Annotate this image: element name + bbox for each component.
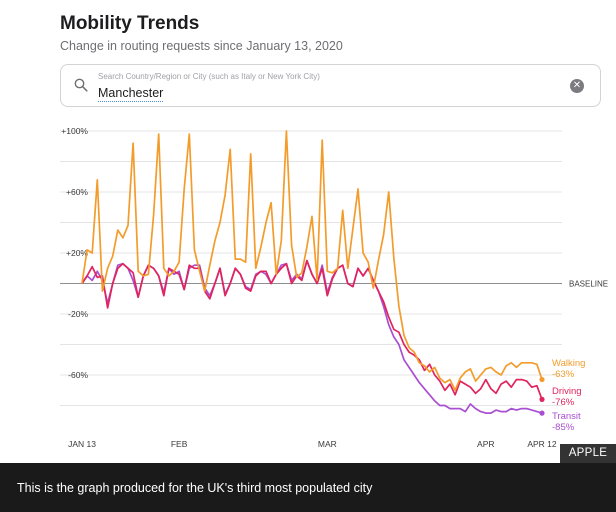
y-tick-label: -20%: [68, 309, 88, 319]
chart-subtitle: Change in routing requests since January…: [60, 39, 343, 53]
credit-label: APPLE: [560, 444, 616, 463]
series-line-driving: [81, 259, 543, 400]
y-tick-label: +20%: [66, 248, 88, 258]
series-value-walking: -63%: [552, 369, 575, 380]
search-placeholder: Search Country/Region or City (such as I…: [98, 72, 320, 81]
search-input[interactable]: Manchester: [98, 86, 164, 102]
search-box[interactable]: Search Country/Region or City (such as I…: [60, 64, 601, 107]
x-tick-label: JAN 13: [68, 439, 96, 449]
caption-bar: This is the graph produced for the UK's …: [0, 463, 616, 512]
clear-icon[interactable]: ✕: [570, 79, 584, 93]
series-endpoint-walking: [539, 376, 545, 383]
series-value-driving: -76%: [552, 397, 575, 408]
series-label-driving: Driving: [552, 386, 582, 397]
x-tick-label: FEB: [171, 439, 188, 449]
series-label-transit: Transit: [552, 411, 581, 422]
series-endpoint-transit: [539, 410, 545, 416]
search-icon: [74, 78, 88, 92]
caption-text: This is the graph produced for the UK's …: [17, 481, 373, 495]
x-tick-label: APR 12: [527, 439, 557, 449]
series-endpoint-driving: [539, 396, 545, 402]
y-tick-label: +60%: [66, 187, 88, 197]
series-label-walking: Walking: [552, 358, 585, 369]
series-line-walking: [81, 130, 543, 392]
series-value-transit: -85%: [552, 422, 575, 433]
mobility-chart: +100% +60% +20% -20% -60% BASELINE JAN 13 FEB MA…: [60, 126, 608, 449]
y-tick-label: -60%: [68, 370, 88, 380]
x-tick-label: MAR: [318, 439, 337, 449]
baseline-label: BASELINE: [569, 280, 608, 289]
y-tick-label: +100%: [61, 126, 88, 136]
chart-title: Mobility Trends: [60, 13, 200, 34]
x-tick-label: APR: [477, 439, 494, 449]
